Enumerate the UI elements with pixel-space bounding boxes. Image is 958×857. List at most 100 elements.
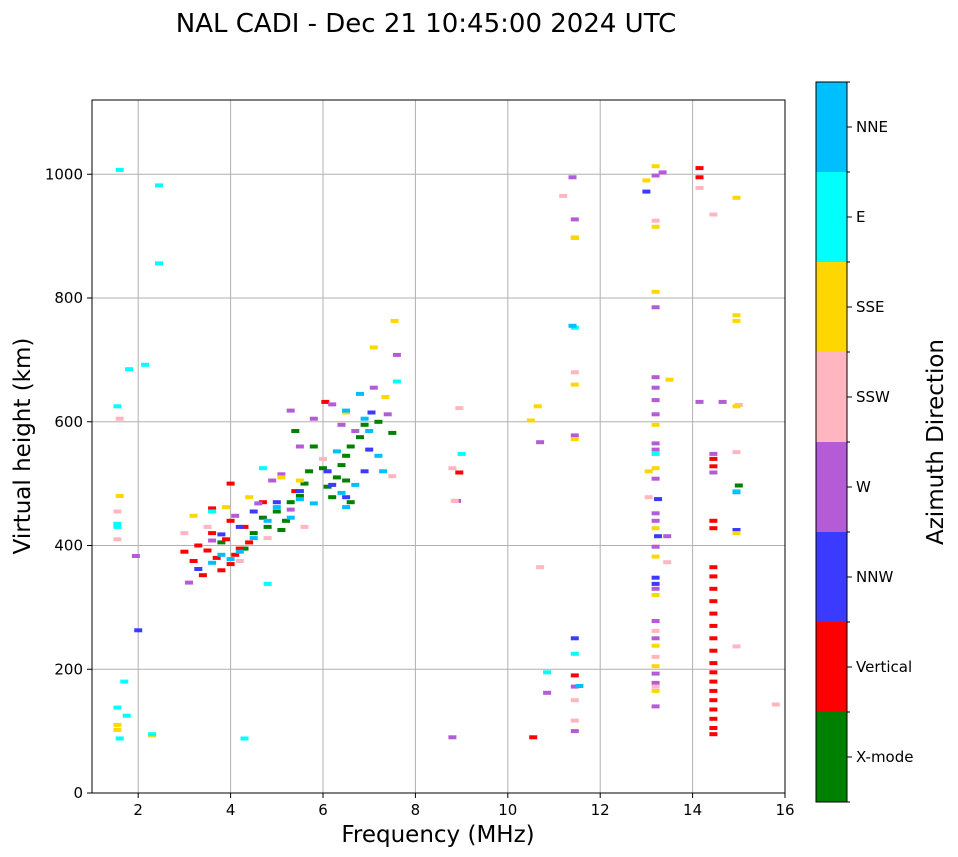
- data-point-w: [651, 385, 660, 390]
- data-point-x-mode: [328, 495, 337, 500]
- data-point-x-mode: [374, 419, 383, 424]
- data-point-e: [113, 524, 122, 529]
- y-tick-label: 200: [54, 660, 83, 678]
- data-point-nne: [217, 552, 226, 557]
- data-point-vertical: [208, 531, 217, 536]
- data-point-e: [113, 404, 122, 409]
- data-point-vertical: [709, 565, 718, 570]
- data-point-ssw: [651, 654, 660, 659]
- y-tick-label: 800: [54, 289, 83, 307]
- data-point-sse: [222, 505, 230, 510]
- data-point-vertical: [226, 562, 235, 567]
- data-point-nnw: [235, 524, 244, 529]
- data-point-w: [383, 412, 392, 417]
- data-point-w: [277, 472, 286, 477]
- data-point-ssw: [113, 537, 122, 542]
- data-point-ssw: [263, 536, 272, 541]
- data-point-w: [651, 305, 660, 310]
- data-point-sse: [642, 178, 651, 183]
- data-point-ssw: [709, 212, 718, 217]
- data-point-sse: [113, 727, 122, 732]
- data-point-sse: [651, 164, 660, 169]
- data-point-x-mode: [356, 435, 364, 440]
- data-marks: [113, 164, 780, 741]
- data-point-w: [254, 501, 263, 506]
- colorbar-tick-label: NNW: [856, 568, 893, 586]
- colorbar-segment-vertical: [816, 622, 847, 712]
- colorbar-segment-nne: [816, 82, 847, 172]
- data-point-vertical: [709, 623, 718, 628]
- data-point-vertical: [709, 574, 718, 579]
- data-point-w: [663, 534, 672, 539]
- data-point-e: [263, 581, 272, 586]
- data-point-nne: [379, 469, 388, 474]
- data-point-vertical: [709, 688, 718, 693]
- data-point-w: [328, 402, 337, 407]
- data-point-ssw: [115, 416, 124, 421]
- plot-frame: [91, 99, 786, 794]
- data-point-nnw: [323, 469, 332, 474]
- data-point-e: [120, 679, 129, 684]
- data-point-vertical: [245, 540, 254, 545]
- data-point-vertical: [321, 399, 330, 404]
- x-tick-label: 2: [133, 801, 143, 819]
- data-point-nnw: [272, 500, 281, 505]
- data-point-w: [570, 729, 579, 734]
- data-point-sse: [533, 404, 542, 409]
- data-point-vertical: [529, 735, 538, 740]
- data-point-sse: [570, 235, 579, 240]
- data-point-sse: [115, 494, 124, 498]
- data-point-x-mode: [323, 484, 332, 489]
- data-point-ssw: [771, 702, 780, 707]
- data-point-w: [651, 375, 660, 380]
- data-point-nnw: [365, 447, 374, 452]
- data-point-w: [651, 586, 660, 591]
- data-point-x-mode: [300, 481, 309, 486]
- data-point-w: [448, 735, 457, 740]
- data-point-nnw: [217, 532, 226, 537]
- data-point-vertical: [709, 716, 718, 721]
- data-point-vertical: [709, 464, 718, 469]
- data-point-ssw: [570, 370, 579, 375]
- data-point-e: [651, 451, 660, 456]
- data-point-sse: [295, 478, 304, 483]
- data-point-sse: [732, 313, 741, 318]
- data-point-nne: [286, 515, 295, 520]
- data-point-ssw: [570, 698, 579, 703]
- data-point-vertical: [709, 732, 718, 737]
- y-tick-label: 400: [54, 537, 83, 555]
- data-point-x-mode: [272, 509, 281, 514]
- colorbar-segment-e: [816, 172, 847, 262]
- data-point-w: [651, 412, 660, 417]
- data-point-vertical: [180, 549, 189, 554]
- data-point-ssw: [732, 450, 741, 455]
- data-point-nne: [235, 549, 244, 554]
- data-point-w: [651, 441, 660, 446]
- data-point-x-mode: [305, 469, 314, 474]
- data-point-w: [392, 352, 401, 357]
- data-point-vertical: [291, 489, 300, 494]
- data-point-vertical: [695, 175, 704, 180]
- data-point-w: [651, 680, 660, 685]
- data-point-x-mode: [291, 429, 300, 433]
- data-point-sse: [113, 722, 122, 727]
- colorbar-segment-nnw: [816, 532, 847, 622]
- data-point-vertical: [570, 673, 579, 678]
- x-tick-label: 16: [775, 801, 794, 819]
- data-point-vertical: [222, 537, 230, 542]
- data-point-x-mode: [319, 466, 327, 471]
- data-point-sse: [732, 404, 741, 409]
- y-tick-label: 1000: [45, 165, 83, 183]
- data-point-sse: [245, 495, 254, 500]
- data-point-w: [651, 398, 660, 403]
- colorbar-segment-sse: [816, 262, 847, 352]
- data-point-sse: [369, 345, 378, 350]
- data-point-e: [457, 451, 466, 456]
- data-point-x-mode: [277, 528, 286, 532]
- data-point-e: [115, 167, 124, 172]
- y-tick-label: 600: [54, 413, 83, 431]
- data-point-x-mode: [258, 515, 267, 520]
- data-point-nnw: [328, 482, 337, 487]
- data-point-x-mode: [342, 453, 351, 458]
- data-point-w: [570, 684, 579, 689]
